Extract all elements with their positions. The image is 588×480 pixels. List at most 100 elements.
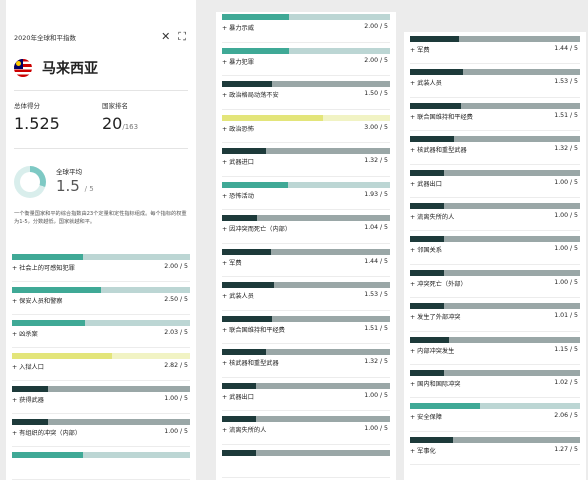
indicator-label[interactable]: + 武器进口 bbox=[222, 159, 254, 166]
indicator-row: + 政治格局动荡不安 1.50 / 5 bbox=[222, 81, 390, 115]
rank-number: 20 bbox=[102, 114, 123, 133]
indicator-row: + 流离失所的人 1.00 / 5 bbox=[410, 202, 580, 236]
indicator-bar-track bbox=[410, 269, 580, 276]
indicator-row: + 联合国维持和平经费 1.51 / 5 bbox=[222, 315, 390, 350]
rank-label: 国家排名 bbox=[102, 102, 128, 110]
indicator-label[interactable]: + 武器出口 bbox=[410, 180, 442, 188]
row-divider bbox=[410, 196, 580, 198]
row-divider bbox=[12, 380, 190, 381]
indicator-value: 1.44 / 5 bbox=[554, 45, 578, 52]
indicator-label[interactable]: + 流离失所的人 bbox=[410, 213, 455, 221]
indicator-bar-fill bbox=[222, 215, 258, 221]
indicator-label[interactable]: + 凶杀案 bbox=[12, 331, 38, 338]
indicator-label[interactable]: + 武装人员 bbox=[410, 80, 442, 88]
indicator-label[interactable]: + 恐怖活动 bbox=[222, 192, 254, 200]
indicator-label[interactable]: + 有组织的冲突（内部） bbox=[12, 430, 82, 437]
indicator-label[interactable]: + 武器出口 bbox=[222, 393, 254, 401]
indicator-label[interactable]: + 发生了外部冲突 bbox=[410, 314, 461, 322]
close-icon[interactable]: ✕ bbox=[161, 30, 171, 43]
indicator-row: + 流离失所的人 1.00 / 5 bbox=[222, 416, 390, 450]
indicator-label[interactable]: + 流离失所的人 bbox=[222, 427, 267, 434]
row-divider bbox=[410, 230, 580, 232]
indicator-label[interactable]: + 政治恐怖 bbox=[222, 125, 254, 133]
expand-icon[interactable]: ⛶ bbox=[178, 30, 186, 43]
indicator-label[interactable]: + 内部冲突发生 bbox=[410, 347, 455, 355]
indicator-row: + 恐怖活动 1.93 / 5 bbox=[222, 181, 390, 216]
indicator-row: + 军事化 1.27 / 5 bbox=[410, 436, 580, 470]
indicator-label[interactable]: + 政治格局动荡不安 bbox=[222, 92, 279, 99]
indicator-label[interactable]: + 社会上的可感知犯罪 bbox=[12, 265, 75, 272]
indicator-label[interactable]: + 核武器和重型武器 bbox=[410, 147, 467, 155]
indicator-label[interactable]: + 国内和国际冲突 bbox=[410, 380, 461, 388]
indicator-label[interactable]: + 武装人员 bbox=[222, 293, 254, 300]
indicator-value: 2.03 / 5 bbox=[164, 329, 188, 336]
row-divider bbox=[222, 477, 390, 478]
global-average-scale: / 5 bbox=[84, 185, 94, 193]
indicator-value: 1.00 / 5 bbox=[364, 425, 388, 432]
indicator-row: + 有组织的冲突（内部） 1.00 / 5 bbox=[12, 419, 190, 452]
indicator-bar-fill bbox=[222, 248, 271, 255]
indicator-row: + 保安人员和警察 2.50 / 5 bbox=[12, 287, 190, 320]
indicator-bar-fill bbox=[12, 320, 85, 326]
indicator-label[interactable]: + 入狱人口 bbox=[12, 364, 44, 371]
panel-indicators-middle: + 暴力示威 2.00 / 5 + 暴力犯罪 2.00 / 5 + 政治格局动荡不安 1.… bbox=[216, 12, 396, 480]
indicator-bar-track bbox=[222, 81, 390, 87]
indicator-value: 1.27 / 5 bbox=[554, 445, 578, 453]
indicator-value: 1.00 / 5 bbox=[554, 211, 578, 219]
indicator-bar-fill bbox=[222, 382, 256, 389]
indicator-label[interactable]: + 获得武器 bbox=[12, 397, 44, 404]
indicator-label[interactable]: + 联合国维持和平经费 bbox=[410, 113, 473, 121]
row-divider bbox=[410, 297, 580, 299]
indicator-list: + 军费 1.44 / 5 + 武装人员 1.53 / 5 + 联合国维持和平经费 1.5… bbox=[410, 36, 580, 470]
indicator-label[interactable]: + 邻国关系 bbox=[410, 247, 442, 255]
indicator-label[interactable]: + 联合国维持和平经费 bbox=[222, 326, 285, 334]
indicator-bar-track bbox=[222, 282, 390, 288]
indicator-bar-fill bbox=[222, 114, 323, 121]
indicator-bar-track bbox=[410, 369, 580, 376]
indicator-value: 2.00 / 5 bbox=[364, 56, 388, 64]
indicator-bar-fill bbox=[410, 369, 444, 376]
global-average-ring-icon bbox=[14, 166, 46, 198]
indicator-label[interactable]: + 核武器和重型武器 bbox=[222, 360, 279, 367]
indicator-row: + 入狱人口 2.82 / 5 bbox=[12, 353, 190, 386]
rank-value: 20/163 bbox=[102, 114, 138, 133]
indicator-value: 1.50 / 5 bbox=[364, 90, 388, 97]
indicator-value: 2.00 / 5 bbox=[164, 263, 188, 270]
indicator-label[interactable]: + 暴力犯罪 bbox=[222, 58, 254, 66]
indicator-label[interactable]: + 军费 bbox=[222, 259, 242, 267]
indicator-label[interactable]: + 暴力示威 bbox=[222, 25, 254, 32]
row-divider bbox=[222, 376, 390, 378]
row-divider bbox=[222, 209, 390, 210]
divider bbox=[14, 148, 188, 149]
indicator-bar-fill bbox=[12, 386, 48, 392]
row-divider bbox=[410, 430, 580, 432]
indicator-bar-track bbox=[222, 315, 390, 322]
indicator-bar-fill bbox=[410, 436, 453, 443]
indicator-value: 1.44 / 5 bbox=[364, 257, 388, 265]
indicator-value: 2.00 / 5 bbox=[364, 23, 388, 30]
indicator-label[interactable]: + 安全保障 bbox=[410, 414, 442, 422]
indicator-value: 1.00 / 5 bbox=[164, 428, 188, 435]
indicator-bar-track bbox=[12, 386, 190, 392]
row-divider bbox=[410, 96, 580, 98]
indicator-value: 1.00 / 5 bbox=[364, 391, 388, 399]
indicator-label[interactable]: + 军费 bbox=[410, 47, 430, 54]
indicator-value: 2.50 / 5 bbox=[164, 296, 188, 303]
indicator-bar-fill bbox=[410, 202, 444, 209]
indicator-bar-fill bbox=[12, 287, 101, 293]
indicator-label[interactable]: + 保安人员和警察 bbox=[12, 298, 63, 305]
global-average-value: 1.5 / 5 bbox=[56, 177, 94, 195]
indicator-row: + 武装人员 1.53 / 5 bbox=[410, 69, 580, 102]
panel-controls: ✕ ⛶ bbox=[161, 30, 186, 44]
indicator-label[interactable]: + 军事化 bbox=[410, 447, 436, 455]
indicator-label[interactable]: + 冲突死亡（外部） bbox=[410, 280, 467, 288]
indicator-value: 2.82 / 5 bbox=[164, 362, 188, 369]
indicator-row: + 军费 1.44 / 5 bbox=[410, 36, 580, 69]
indicator-bar-track bbox=[12, 287, 190, 293]
row-divider bbox=[222, 175, 390, 177]
indicator-label[interactable]: + 因冲突而死亡（内部） bbox=[222, 226, 292, 233]
index-description: 一个衡量国家和平的综合指数由23个定量和定性指标组成。每个指标的权重为1-5，分… bbox=[14, 211, 187, 225]
indicator-bar-track bbox=[222, 114, 390, 121]
indicator-row: + 邻国关系 1.00 / 5 bbox=[410, 236, 580, 269]
